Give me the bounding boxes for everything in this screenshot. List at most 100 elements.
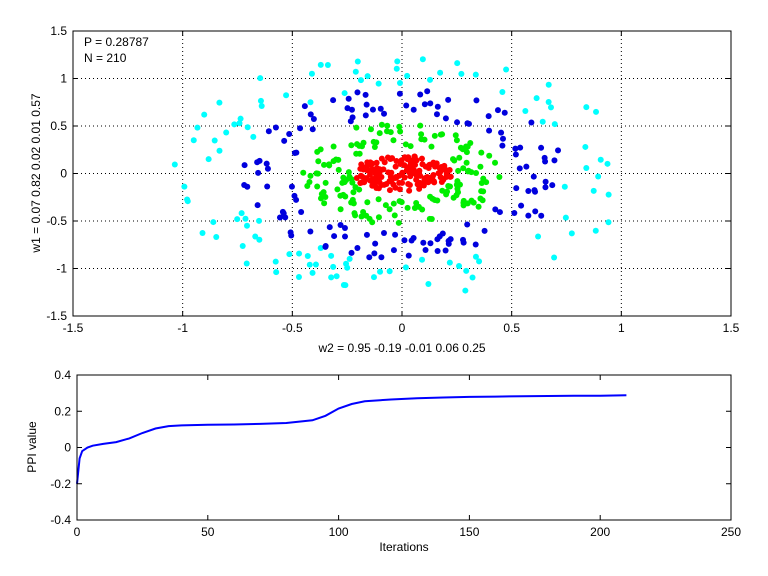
scatter-point <box>401 162 408 169</box>
scatter-point <box>353 150 360 157</box>
scatter-ticks: -1.5 -1 -0.5 0 0.5 1 1.5 -1.5 -1 -0.5 0 0.5 1 1.5 <box>46 24 739 335</box>
scatter-point <box>499 135 506 142</box>
scatter-point <box>551 157 558 164</box>
scatter-point <box>364 199 371 206</box>
scatter-point <box>346 255 353 262</box>
scatter-point <box>369 182 376 189</box>
scatter-point <box>483 179 490 186</box>
scatter-point <box>382 202 389 209</box>
scatter-point <box>419 56 426 63</box>
scatter-point <box>418 131 425 138</box>
scatter-point <box>298 209 305 216</box>
line-ylabel: PPI value <box>25 421 39 473</box>
scatter-point <box>333 273 340 280</box>
scatter-point <box>475 203 482 210</box>
scatter-point <box>353 124 360 131</box>
scatter-point <box>513 185 520 192</box>
scatter-point <box>334 186 341 193</box>
scatter-point <box>431 196 438 203</box>
scatter-point <box>492 206 499 213</box>
scatter-point <box>496 209 503 216</box>
scatter-point <box>356 186 363 193</box>
scatter-point <box>337 221 344 228</box>
scatter-point <box>372 240 379 247</box>
scatter-point <box>328 274 335 281</box>
x-tick-label: 0 <box>399 321 406 335</box>
scatter-point <box>363 101 370 108</box>
scatter-point <box>494 107 501 114</box>
scatter-point <box>256 236 263 243</box>
scatter-point <box>341 225 348 232</box>
scatter-point <box>364 73 371 80</box>
scatter-point <box>244 124 251 131</box>
scatter-point <box>478 149 485 156</box>
scatter-point <box>547 104 554 111</box>
scatter-point <box>286 251 293 258</box>
x-tick-label: 150 <box>459 525 479 539</box>
scatter-point <box>241 181 248 188</box>
scatter-point <box>360 208 367 215</box>
scatter-point <box>539 118 546 125</box>
scatter-point <box>460 165 467 172</box>
scatter-point <box>528 119 535 126</box>
scatter-point <box>194 124 201 131</box>
scatter-point <box>456 263 463 270</box>
y-tick-label: 0 <box>60 167 67 181</box>
scatter-point <box>463 159 470 166</box>
scatter-point <box>256 157 263 164</box>
scatter-point <box>308 70 315 77</box>
scatter-point <box>410 106 417 113</box>
scatter-point <box>276 214 283 221</box>
scatter-point <box>486 152 493 159</box>
scatter-point <box>337 192 344 199</box>
scatter-point <box>306 261 313 268</box>
y-tick-label: -0.2 <box>50 477 71 491</box>
scatter-point <box>538 212 545 219</box>
scatter-point <box>427 76 434 83</box>
y-tick-label: -1 <box>56 262 67 276</box>
scatter-point <box>345 95 352 102</box>
scatter-point <box>371 144 378 151</box>
scatter-point <box>354 89 361 96</box>
scatter-point <box>542 184 549 191</box>
scatter-point <box>545 81 552 88</box>
scatter-point <box>398 199 405 206</box>
scatter-point <box>350 189 357 196</box>
scatter-point <box>525 212 532 219</box>
scatter-point <box>387 155 394 162</box>
scatter-point <box>417 122 424 129</box>
scatter-point <box>434 236 441 243</box>
scatter-point <box>590 187 597 194</box>
scatter-point <box>532 208 539 215</box>
scatter-point <box>419 256 426 263</box>
x-tick-label: 0 <box>74 525 81 539</box>
scatter-point <box>345 169 352 176</box>
scatter-point <box>375 80 382 87</box>
scatter-point <box>407 173 414 180</box>
scatter-point <box>281 137 288 144</box>
scatter-point <box>549 182 556 189</box>
scatter-point <box>364 165 371 172</box>
x-tick-label: 0.5 <box>503 321 520 335</box>
scatter-point <box>353 174 360 181</box>
scatter-point <box>317 61 324 68</box>
scatter-point <box>533 95 540 102</box>
line-axes: 0 50 100 150 200 250 -0.4 -0.2 0 0.2 0.4 Iteration… <box>25 368 741 554</box>
scatter-point <box>354 244 361 251</box>
scatter-point <box>315 158 322 165</box>
scatter-point <box>583 104 590 111</box>
scatter-point <box>357 77 364 84</box>
scatter-point <box>210 219 217 226</box>
scatter-point <box>437 69 444 76</box>
scatter-point <box>530 173 537 180</box>
scatter-point <box>344 264 351 271</box>
scatter-point <box>386 206 393 213</box>
scatter-point <box>439 230 446 237</box>
scatter-point <box>257 75 264 82</box>
scatter-point <box>422 247 429 254</box>
scatter-point <box>394 58 401 65</box>
scatter-ylabel: w1 = 0.07 0.82 0.02 0.01 0.57 <box>29 93 43 253</box>
scatter-point <box>184 198 191 205</box>
scatter-point <box>401 237 408 244</box>
scatter-point <box>280 210 287 217</box>
